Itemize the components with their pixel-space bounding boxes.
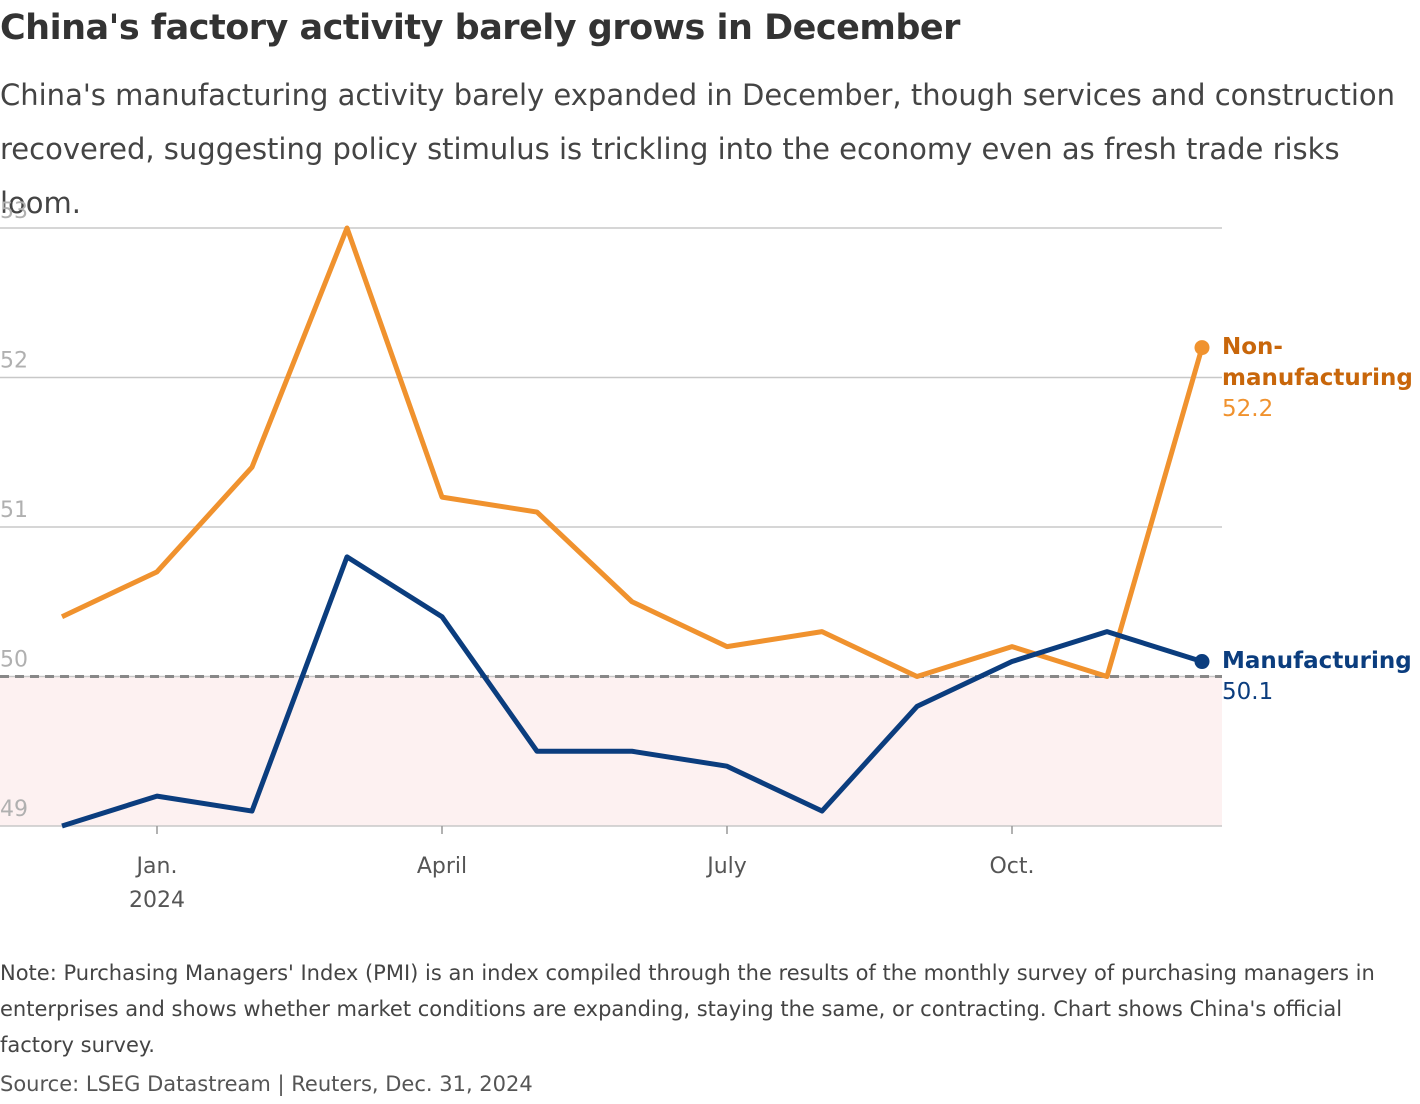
- series-line: [60, 225, 1205, 679]
- x-tick-label: July: [705, 854, 747, 879]
- chart: 49 50 51 52 53 Jan. 2024 April July Oct.: [0, 199, 1222, 913]
- source: Source: LSEG Datastream | Reuters, Dec. …: [0, 1072, 533, 1096]
- x-tick-label: April: [417, 854, 467, 879]
- series-label: Non-manufacturing: [1222, 333, 1413, 391]
- end-point: [1194, 654, 1210, 670]
- x-tick-label: Oct.: [989, 854, 1034, 879]
- end-point: [1194, 340, 1210, 356]
- series-label: Manufacturing: [1222, 647, 1412, 674]
- y-tick-label: 52: [0, 349, 28, 374]
- y-tick-label: 50: [0, 648, 28, 673]
- x-year-label: 2024: [129, 888, 185, 913]
- end-value-label: 50.1: [1222, 678, 1274, 705]
- y-tick-label: 51: [0, 498, 28, 523]
- series-line: [61, 554, 1203, 829]
- note: Note: Purchasing Managers' Index (PMI) i…: [0, 961, 1375, 1057]
- y-tick-label: 49: [0, 797, 28, 822]
- y-tick-label: 53: [0, 199, 28, 224]
- chart-subtitle: China's manufacturing activity barely ex…: [0, 78, 1396, 220]
- x-tick-label: Jan.: [135, 854, 178, 879]
- chart-title: China's factory activity barely grows in…: [0, 8, 960, 48]
- end-value-label: 52.2: [1222, 395, 1274, 422]
